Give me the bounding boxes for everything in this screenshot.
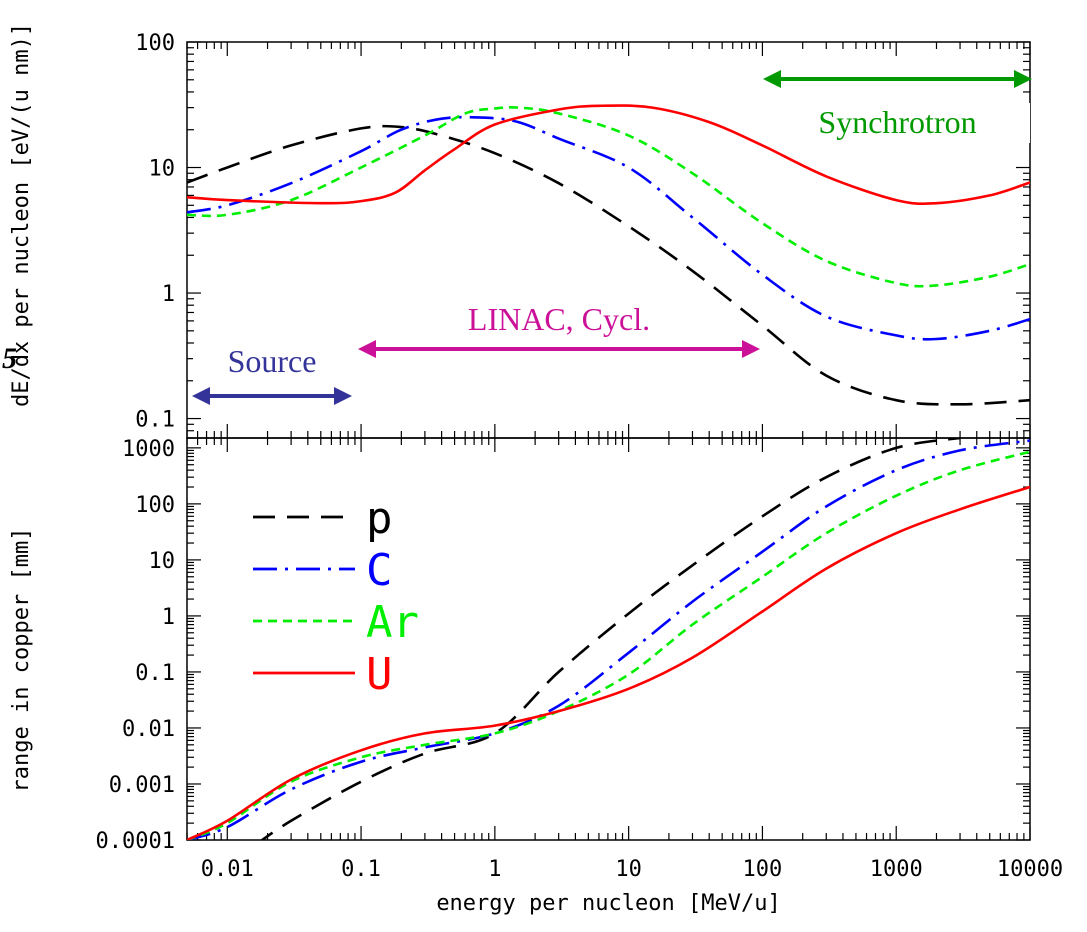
bottom-y-tick-label: 0.01 — [122, 717, 175, 742]
source-label: Source — [228, 343, 317, 379]
bottom-y-tick-label: 10 — [149, 549, 176, 574]
synchrotron-label-bg — [780, 103, 1030, 143]
legend-label-u: U — [366, 649, 393, 700]
bottom-y-tick-label: 0.1 — [135, 661, 175, 686]
top-series-group — [187, 104, 1030, 406]
bottom-x-tick-label: 0.1 — [341, 857, 381, 882]
linac-arrow-head-right — [742, 340, 760, 358]
top-series-ar — [187, 105, 1030, 288]
bottom-x-axis-title: energy per nucleon [MeV/u] — [436, 891, 780, 916]
top-y-tick-label: 1 — [162, 282, 175, 307]
bottom-x-tick-label: 100 — [743, 857, 783, 882]
legend-label-p: p — [366, 493, 393, 544]
bottom-series-p — [259, 438, 961, 840]
top-y-tick-label: 100 — [135, 31, 175, 56]
bottom-series-ar — [187, 450, 1030, 840]
bottom-y-tick-label: 1000 — [122, 437, 175, 462]
bottom-y-tick-label: 0.0001 — [96, 829, 175, 854]
bottom-series-u — [187, 485, 1030, 840]
synchrotron-arrow-head-left — [763, 70, 781, 88]
bottom-y-tick-label: 0.001 — [109, 773, 175, 798]
synchrotron-label: Synchrotron — [818, 104, 976, 140]
source-arrow-head-right — [334, 387, 352, 405]
linac-annotation: LINAC, Cycl. — [358, 301, 760, 358]
bottom-y-axis-title: range in copper [mm] — [9, 528, 34, 793]
bottom-series-c — [187, 439, 1030, 840]
bottom-y-tick-label: 1 — [162, 605, 175, 630]
top-series-c — [187, 115, 1030, 341]
synchrotron-annotation: Synchrotron — [763, 70, 1032, 143]
top-panel: 0.1 1 10 100 dE/dx per nucleon [eV/(u nm)] So… — [9, 23, 1032, 439]
linac-label: LINAC, Cycl. — [468, 301, 650, 337]
legend-label-c: C — [366, 545, 393, 596]
bottom-x-tick-label: 0.01 — [201, 857, 254, 882]
bottom-y-tick-label: 100 — [135, 493, 175, 518]
bottom-x-tick-label: 1000 — [870, 857, 923, 882]
source-arrow-head-left — [192, 387, 210, 405]
left-fragment-text: 5 — [2, 342, 17, 375]
source-annotation: Source — [192, 343, 352, 405]
source-label-bg — [193, 344, 328, 382]
linac-arrow-head-left — [358, 340, 376, 358]
bottom-panel: 0.0001 0.001 0.01 0.1 1 10 100 1000 0.01 0.1 1 10 10… — [9, 437, 1063, 916]
bottom-x-tick-label: 1 — [488, 857, 501, 882]
top-y-axis-title: dE/dx per nucleon [eV/(u nm)] — [9, 23, 34, 407]
top-series-p — [187, 124, 1030, 406]
plots-group: 0.1 1 10 100 dE/dx per nucleon [eV/(u nm)] So… — [9, 23, 1063, 916]
bottom-x-tick-label: 10 — [615, 857, 642, 882]
synchrotron-arrow-head-right — [1014, 70, 1032, 88]
top-y-tick-label: 10 — [149, 157, 176, 182]
legend-label-ar: Ar — [366, 597, 419, 648]
top-series-u — [187, 104, 1030, 206]
top-y-tick-label: 0.1 — [135, 408, 175, 433]
bottom-x-tick-label: 10000 — [997, 857, 1063, 882]
bottom-series-group — [187, 438, 1030, 840]
